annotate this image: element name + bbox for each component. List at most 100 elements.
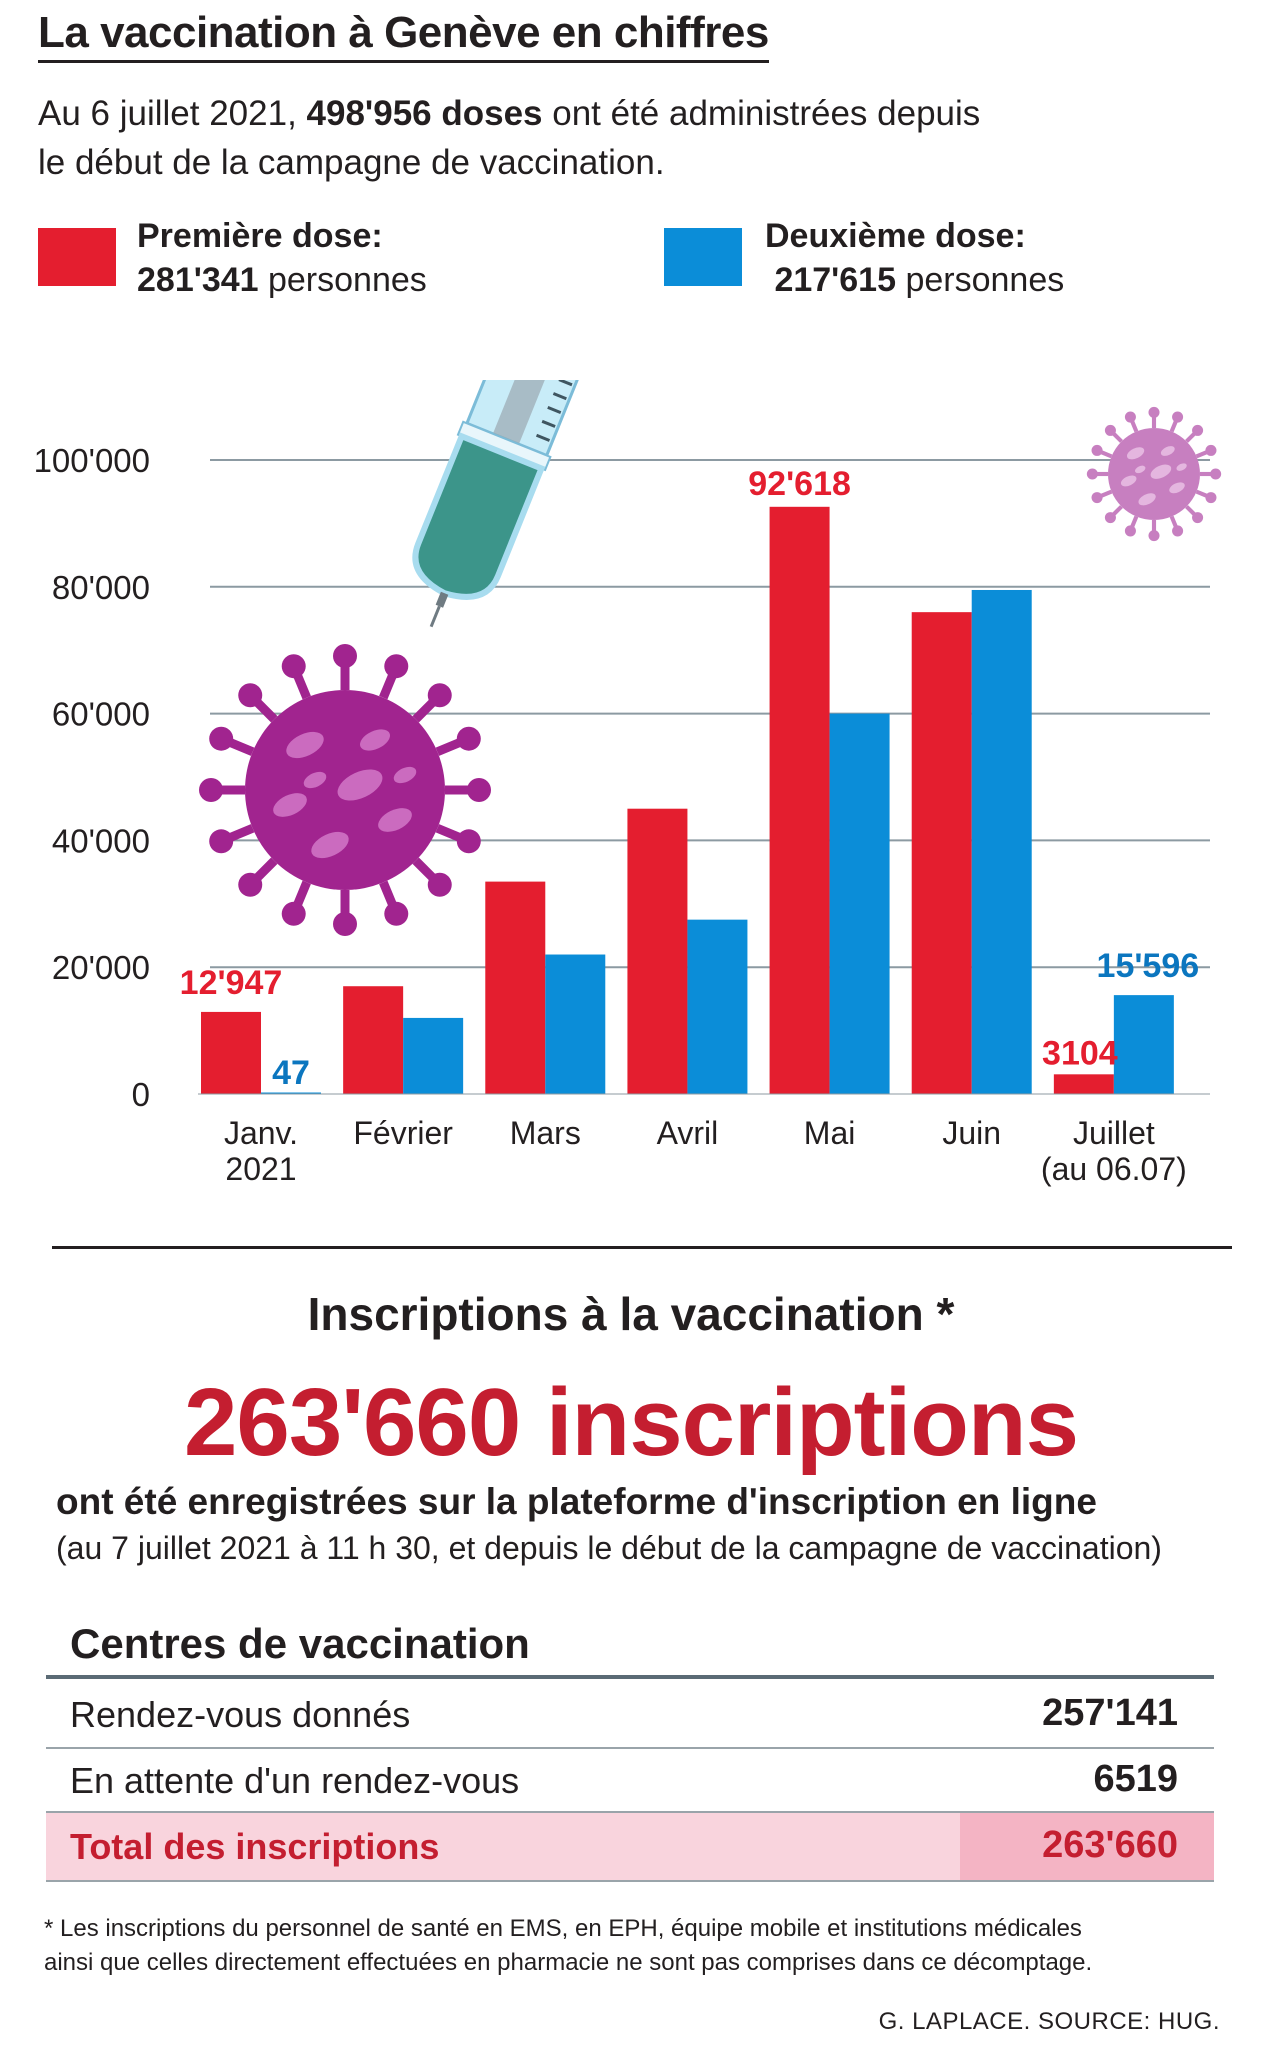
bar-second-dose <box>545 954 606 1094</box>
table-header-rule <box>46 1675 1214 1679</box>
total-row-value: 263'660 <box>1042 1824 1178 1866</box>
virus-spike-tip <box>1104 512 1116 524</box>
virus-spike-tip <box>1205 492 1217 504</box>
legend-second-dose: Deuxième dose: 217'615 personnes <box>765 214 1064 302</box>
data-label: 12'947 <box>180 964 283 1002</box>
bar-second-dose <box>1113 995 1174 1094</box>
intro-line-2: le début de la campagne de vaccination. <box>38 143 665 182</box>
virus-spike-tip <box>1172 525 1184 537</box>
virus-spot <box>1160 446 1175 456</box>
virus-spot <box>286 731 324 759</box>
inscriptions-total: 263'660 inscriptions <box>184 1369 1079 1476</box>
virus-spike-tip <box>1124 411 1136 423</box>
bar-first-dose <box>201 1011 261 1094</box>
legend-second-dose-count: 217'615 <box>774 261 896 299</box>
intro-text-post: ont été administrées depuis <box>542 94 981 133</box>
virus-spike-tip <box>281 654 306 679</box>
x-tick-label: Février <box>353 1115 453 1151</box>
virus-spot <box>1176 463 1187 471</box>
virus-spike-tip <box>199 778 223 802</box>
virus-spot <box>337 769 383 801</box>
bar-chart: 0 20'000 40'000 60'000 80'000 100'000 12'947 4… <box>34 380 1222 1187</box>
inscriptions-subtitle: ont été enregistrées sur la plateforme d… <box>56 1481 1097 1522</box>
virus-spot <box>393 766 417 784</box>
section-divider <box>52 1246 1232 1249</box>
bar-second-dose <box>261 1092 321 1094</box>
virus-spot <box>311 831 349 859</box>
legend-swatch-second-dose <box>664 228 742 286</box>
y-tick-label: 0 <box>132 1076 150 1113</box>
virus-spike-tip <box>333 644 357 668</box>
virus-spike-tip <box>1104 424 1116 436</box>
x-tick-label: 2021 <box>225 1151 296 1187</box>
y-tick-label: 40'000 <box>52 822 150 859</box>
legend-first-dose: Première dose: 281'341 personnes <box>137 214 427 302</box>
legend-second-dose-unit: personnes <box>896 261 1065 299</box>
bar-second-dose <box>971 589 1032 1094</box>
virus-spot <box>360 729 390 751</box>
x-tick-label: Janv. <box>224 1115 298 1151</box>
bar-first-dose <box>343 986 404 1094</box>
virus-spike-tip <box>1192 424 1204 436</box>
virus-spot <box>1126 447 1145 460</box>
small-virus-icon <box>1086 406 1222 542</box>
centres-title: Centres de vaccination <box>70 1620 530 1667</box>
credit: G. LAPLACE. SOURCE: HUG. <box>878 2008 1220 2035</box>
virus-spike-tip <box>384 654 409 679</box>
legend-swatch-first-dose <box>38 228 116 286</box>
bar-first-dose <box>485 881 546 1094</box>
virus-spike-tip <box>1091 444 1103 456</box>
bar-second-dose <box>687 919 748 1094</box>
virus-spike-tip <box>238 872 263 897</box>
table-row-value: 6519 <box>1093 1758 1178 1800</box>
data-label: 92'618 <box>748 465 851 503</box>
virus-spot <box>378 808 412 832</box>
x-tick-label: Avril <box>657 1115 719 1151</box>
data-label: 15'596 <box>1097 947 1200 985</box>
virus-spot <box>1138 493 1156 506</box>
x-tick-label: Juillet <box>1073 1115 1155 1151</box>
y-tick-label: 100'000 <box>34 442 150 479</box>
virus-spike-tip <box>1086 468 1098 480</box>
x-tick-label: Juin <box>942 1115 1001 1151</box>
virus-spot <box>303 771 327 789</box>
bar-second-dose <box>829 713 890 1094</box>
legend-second-dose-label: Deuxième dose: <box>765 217 1026 255</box>
page-title: La vaccination à Genève en chiffres <box>38 8 769 63</box>
virus-spike-tip <box>1148 406 1160 418</box>
table-row-label: En attente d'un rendez-vous <box>70 1760 520 1801</box>
bar-second-dose <box>403 1017 464 1094</box>
intro-text-pre: Au 6 juillet 2021, <box>38 94 307 133</box>
table-bottom-rule <box>46 1880 1214 1882</box>
virus-spike-tip <box>456 726 481 751</box>
virus-spike-tip <box>1192 512 1204 524</box>
virus-spot <box>1120 475 1137 487</box>
inscriptions-note: (au 7 juillet 2021 à 11 h 30, et depuis … <box>56 1530 1162 1566</box>
syringe-icon <box>412 380 588 628</box>
y-tick-label: 80'000 <box>52 569 150 606</box>
virus-spike-tip <box>333 912 357 936</box>
virus-spike-tip <box>1205 444 1217 456</box>
virus-spot <box>1150 464 1172 479</box>
table-row-value: 257'141 <box>1042 1692 1178 1734</box>
bar-first-dose <box>627 808 688 1094</box>
virus-spike-tip <box>209 829 234 854</box>
intro-line-1: Au 6 juillet 2021, 498'956 doses ont été… <box>38 94 980 134</box>
virus-spike-tip <box>427 872 452 897</box>
virus-spike-tip <box>1210 468 1222 480</box>
x-tick-label: Mars <box>510 1115 581 1151</box>
virus-spot <box>1169 482 1185 494</box>
virus-spike-tip <box>238 683 263 708</box>
y-tick-label: 20'000 <box>52 949 150 986</box>
virus-spike-tip <box>281 901 306 926</box>
virus-spike-tip <box>1172 411 1184 423</box>
inscriptions-title: Inscriptions à la vaccination * <box>307 1288 955 1340</box>
intro-doses-total: 498'956 doses <box>306 94 543 133</box>
virus-spot <box>1135 465 1146 474</box>
y-tick-label: 60'000 <box>52 696 150 733</box>
total-row-label: Total des inscriptions <box>70 1826 440 1867</box>
virus-spike-tip <box>456 829 481 854</box>
data-label: 47 <box>272 1054 310 1092</box>
virus-spike-tip <box>427 683 452 708</box>
virus-spike-tip <box>1124 525 1136 537</box>
